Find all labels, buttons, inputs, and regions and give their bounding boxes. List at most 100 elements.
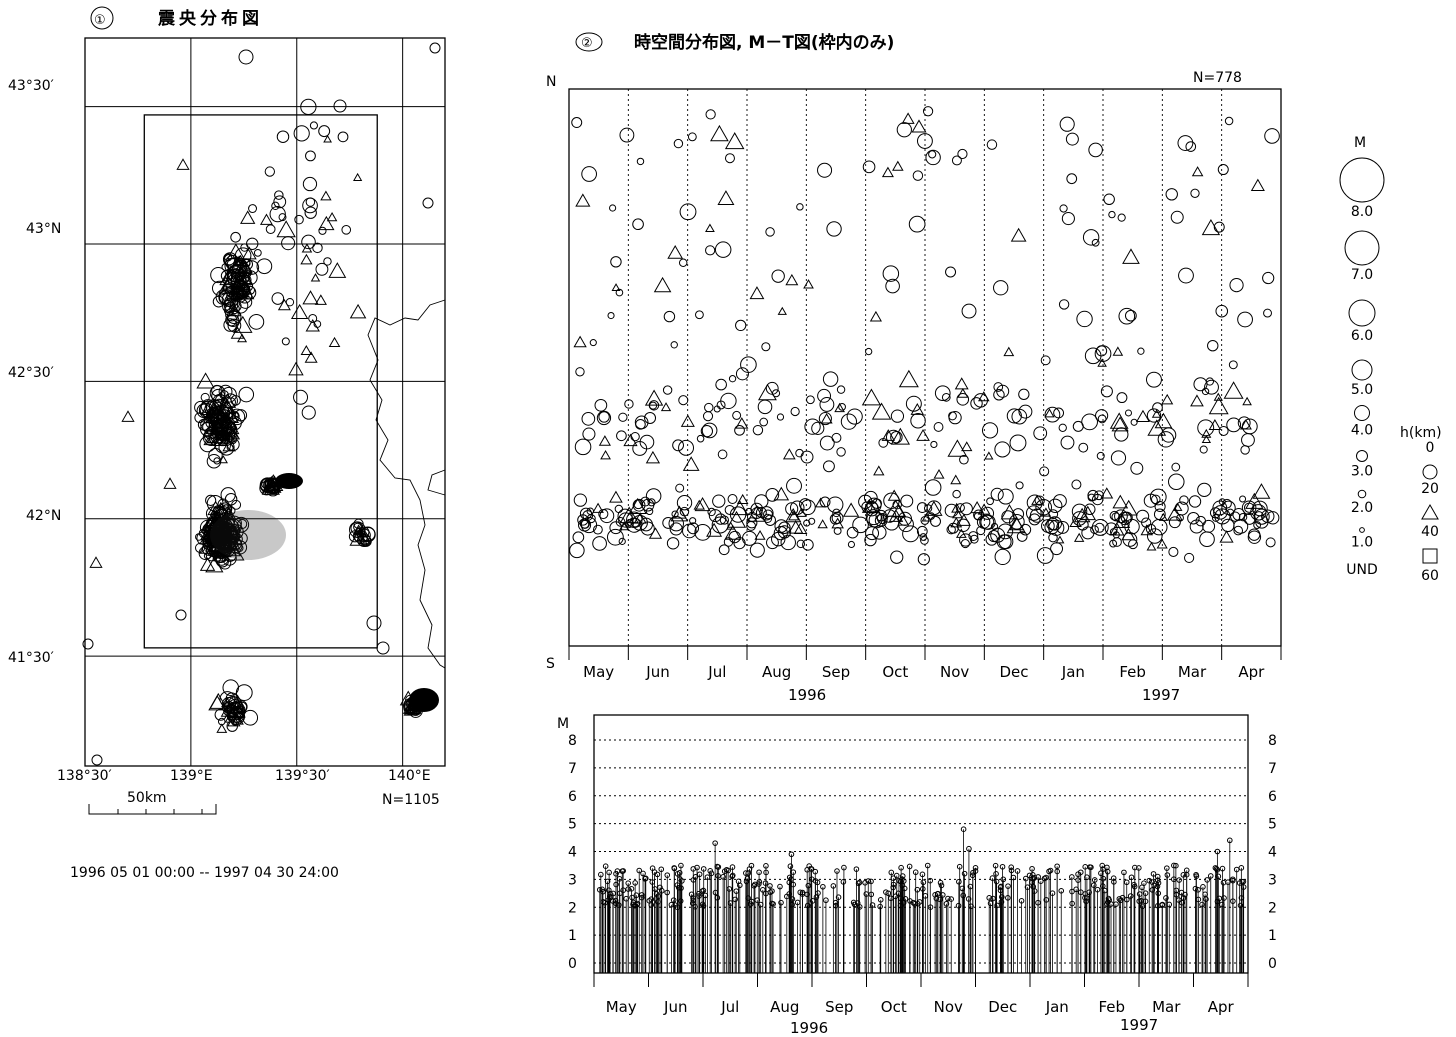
mt-bar-cap xyxy=(1106,897,1112,903)
st-event xyxy=(645,450,661,464)
mt-bar-cap xyxy=(619,868,626,874)
mt-bar-cap xyxy=(899,873,906,879)
mt-bar-cap xyxy=(1043,897,1050,903)
st-event xyxy=(802,539,814,551)
map-dense-cluster xyxy=(409,688,439,712)
st-event xyxy=(947,439,968,457)
st-event xyxy=(1204,379,1219,395)
legend: M h(km) 8.0 7.0 6.0 5.0 4.0 3.0 2.0 1.0 UND 0 20 40… xyxy=(1339,135,1442,584)
mt-bar-cap xyxy=(1119,894,1126,901)
st-event xyxy=(836,385,846,394)
map-epicenter xyxy=(241,275,252,285)
st-event xyxy=(1241,500,1257,516)
legend-magnitude-circle xyxy=(1357,489,1367,499)
st-event xyxy=(1173,502,1183,511)
panel2-badge-ring xyxy=(575,32,603,52)
st-event xyxy=(1224,116,1234,126)
map-epicenter xyxy=(121,410,135,422)
st-event xyxy=(1111,512,1121,522)
st-event xyxy=(951,502,963,513)
st-event xyxy=(1193,377,1208,392)
st-event xyxy=(679,203,697,221)
map-epicenter xyxy=(233,287,248,300)
mt-bar-cap xyxy=(690,866,697,872)
map-epicenter xyxy=(366,615,382,631)
mt-bar-cap xyxy=(1238,865,1245,871)
st-event xyxy=(890,427,911,445)
st-event xyxy=(950,517,963,528)
mt-month-label: Mar xyxy=(1152,998,1181,1016)
map-epicenter xyxy=(302,176,318,192)
st-event xyxy=(757,399,773,415)
st-event xyxy=(890,430,903,444)
st-event xyxy=(1149,488,1167,506)
mt-month-label: Sep xyxy=(825,998,853,1016)
mt-bar-cap xyxy=(1131,883,1138,890)
legend-magnitude-label: 5.0 xyxy=(1351,382,1373,398)
st-event xyxy=(1179,495,1189,505)
st-month-label: Sep xyxy=(822,663,850,681)
mt-bar-cap xyxy=(969,872,976,879)
map-epicenter xyxy=(205,556,224,573)
st-event xyxy=(826,221,842,237)
mt-month-label: Jan xyxy=(1045,998,1069,1016)
st-event xyxy=(735,367,749,381)
map-epicenter xyxy=(305,318,320,332)
legend-magnitude-label: 7.0 xyxy=(1351,267,1373,283)
st-event xyxy=(1230,511,1241,522)
st-month-label: Feb xyxy=(1119,663,1146,681)
st-event xyxy=(1122,532,1138,547)
map-epicenter xyxy=(194,412,206,424)
st-event xyxy=(735,319,747,332)
st-event xyxy=(950,474,962,485)
st-month-label: May xyxy=(583,663,614,681)
mt-bar-cap xyxy=(1099,862,1106,869)
map-epicenter xyxy=(226,443,234,452)
st-event xyxy=(670,505,689,522)
legend-magnitude-label: 1.0 xyxy=(1351,534,1373,550)
mt-bar-cap xyxy=(1082,891,1089,897)
map-epicenter xyxy=(209,408,220,418)
map-epicenter xyxy=(176,158,190,170)
st-event xyxy=(1044,406,1061,423)
map-epicenter xyxy=(200,417,215,432)
map-epicenter xyxy=(271,201,280,211)
st-event xyxy=(861,388,882,406)
mt-bar-cap xyxy=(1069,874,1075,880)
st-event xyxy=(693,499,705,510)
st-event xyxy=(1112,531,1120,539)
mt-bar-cap xyxy=(989,875,996,881)
st-time-axis: May Jun Jul Aug Sep Oct Nov Dec Jan Feb Mar Apr xyxy=(568,646,1282,681)
mt-month-label: Jul xyxy=(720,998,739,1016)
st-event xyxy=(589,339,597,347)
st-event xyxy=(705,109,716,120)
st-event xyxy=(1221,500,1236,516)
st-event xyxy=(1061,211,1075,226)
legend-depth-symbol xyxy=(1422,548,1438,564)
st-event xyxy=(881,429,895,441)
st-event xyxy=(1056,520,1070,534)
st-month-label: Dec xyxy=(999,663,1028,681)
mt-bar-cap xyxy=(1204,877,1210,883)
mt-bar-cap xyxy=(1127,893,1134,899)
st-event xyxy=(754,494,769,509)
mt-bar-cap xyxy=(834,868,840,874)
mt-panel: M 0 0 1 1 2 2 3 3 4 4 5 5 6 6 7 7 8 8 May Jun Jul Aug Sep Oct N… xyxy=(557,714,1277,1037)
map-epicenter xyxy=(264,166,275,177)
st-event xyxy=(900,494,914,508)
st-event xyxy=(592,536,607,551)
mt-tick-label-left: 5 xyxy=(568,817,577,833)
st-event xyxy=(980,506,995,520)
mt-bar-cap xyxy=(756,869,762,876)
st-event xyxy=(874,514,888,527)
map-epicenter xyxy=(234,531,248,545)
st-event xyxy=(1252,500,1268,517)
mt-bar-cap xyxy=(1022,875,1029,882)
panel2-title: 時空間分布図, M－T図(枠内のみ) xyxy=(634,32,894,53)
st-event xyxy=(678,439,695,456)
st-event xyxy=(666,537,680,550)
map-epicenter xyxy=(233,315,253,333)
coastline-path xyxy=(367,299,446,669)
map-epicenter xyxy=(314,294,327,305)
st-event xyxy=(1100,487,1114,499)
